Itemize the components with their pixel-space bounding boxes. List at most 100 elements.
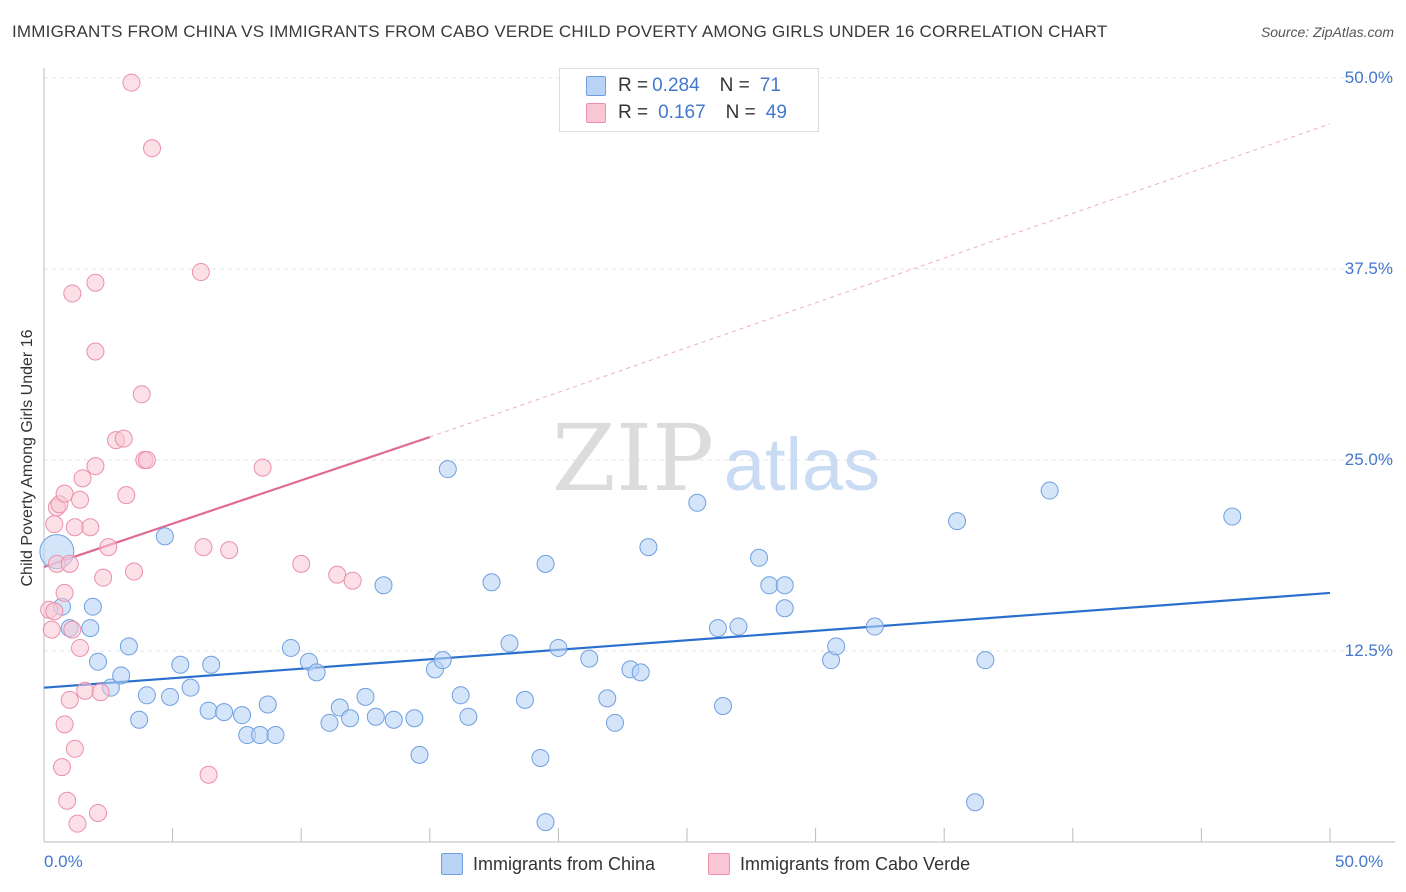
- bottom-legend-china: Immigrants from China: [441, 850, 655, 878]
- caboverde-point: [63, 284, 82, 303]
- china-point: [775, 576, 794, 595]
- china-point: [356, 687, 375, 706]
- china-point: [251, 726, 270, 745]
- legend-swatch-china: [586, 76, 606, 96]
- china-point: [708, 619, 727, 638]
- china-point: [320, 713, 339, 732]
- caboverde-point: [63, 620, 82, 639]
- china-point: [405, 709, 424, 728]
- china-point: [307, 663, 326, 682]
- x-tick-label-max: 50.0%: [1335, 852, 1384, 871]
- caboverde-point: [60, 554, 79, 573]
- china-point: [410, 745, 429, 764]
- china-point: [729, 617, 748, 636]
- caboverde-point: [343, 571, 362, 590]
- china-point: [161, 687, 180, 706]
- legend-n-label: N =: [725, 102, 756, 123]
- china-point: [89, 652, 108, 671]
- y-tick-label-1: 25.0%: [1344, 450, 1393, 469]
- bottom-legend-swatch-china: [441, 853, 463, 875]
- china-point: [233, 706, 252, 725]
- caboverde-point: [194, 538, 213, 557]
- china-point: [112, 666, 131, 685]
- china-point: [266, 726, 285, 745]
- china-point: [976, 651, 995, 670]
- legend-n-label: N =: [719, 75, 750, 96]
- china-point: [258, 695, 277, 714]
- caboverde-point: [86, 457, 105, 476]
- china-point: [580, 649, 599, 668]
- caboverde-point: [99, 538, 118, 557]
- china-point: [137, 686, 156, 705]
- caboverde-point: [137, 451, 156, 469]
- china-point: [281, 638, 300, 657]
- china-point: [451, 686, 470, 705]
- china-point: [482, 573, 501, 592]
- caboverde-point: [328, 565, 347, 584]
- legend-r-value: 0.284: [652, 75, 700, 96]
- china-point: [966, 793, 985, 812]
- caboverde-points: [40, 73, 362, 833]
- china-point: [438, 460, 457, 479]
- caboverde-point: [86, 273, 105, 292]
- source-credit: Source: ZipAtlas.com: [1260, 24, 1394, 40]
- china-point: [688, 493, 707, 512]
- china-point: [1223, 507, 1242, 526]
- china-point: [865, 617, 884, 636]
- china-point: [119, 637, 138, 656]
- caboverde-point: [55, 484, 74, 503]
- caboverde-point: [71, 638, 90, 657]
- china-point: [171, 655, 190, 674]
- china-point: [948, 512, 967, 531]
- watermark-zip: ZIP: [552, 405, 714, 512]
- trend-line-china: [43, 591, 1331, 689]
- china-point: [181, 678, 200, 697]
- china-point: [130, 710, 149, 729]
- y-tick-label-3: 50.0%: [1344, 68, 1393, 87]
- caboverde-point: [58, 791, 77, 810]
- china-point: [760, 576, 779, 595]
- axes: [43, 68, 1395, 843]
- china-point: [459, 707, 478, 726]
- caboverde-point: [45, 515, 64, 534]
- caboverde-point: [71, 490, 90, 509]
- legend-r-label: R =: [618, 75, 649, 96]
- caboverde-point: [125, 562, 144, 581]
- china-point: [341, 709, 360, 728]
- china-point: [81, 619, 100, 638]
- legend-n-value: 71: [759, 75, 781, 96]
- caboverde-point: [65, 739, 84, 758]
- caboverde-point: [68, 814, 87, 833]
- caboverde-point: [91, 683, 110, 702]
- x-tick-label-min: 0.0%: [44, 852, 83, 871]
- caboverde-point: [60, 690, 79, 709]
- bottom-legend-label-caboverde: Immigrants from Cabo Verde: [740, 853, 971, 874]
- caboverde-point: [132, 385, 151, 404]
- china-point: [598, 689, 617, 708]
- chart-title: IMMIGRANTS FROM CHINA VS IMMIGRANTS FROM…: [12, 22, 1108, 41]
- china-points: [39, 460, 1242, 832]
- caboverde-point: [42, 620, 61, 639]
- china-point: [775, 599, 794, 618]
- china-point: [374, 576, 393, 595]
- china-point: [605, 713, 624, 732]
- watermark-atlas: atlas: [724, 423, 880, 506]
- trend-line-caboverde-extension: [429, 123, 1331, 438]
- china-point: [536, 554, 555, 573]
- china-point: [384, 710, 403, 729]
- china-point: [199, 701, 218, 720]
- legend-r-label: R =: [618, 102, 649, 123]
- bottom-legend-caboverde: Immigrants from Cabo Verde: [708, 850, 970, 878]
- china-point: [215, 703, 234, 722]
- caboverde-point: [220, 541, 239, 560]
- china-point: [500, 634, 519, 653]
- caboverde-point: [199, 765, 218, 784]
- caboverde-point: [114, 429, 133, 448]
- caboverde-point: [53, 758, 72, 777]
- china-point: [366, 707, 385, 726]
- caboverde-point: [55, 583, 74, 602]
- caboverde-point: [73, 469, 92, 488]
- china-point: [1040, 481, 1059, 500]
- caboverde-point: [94, 568, 113, 587]
